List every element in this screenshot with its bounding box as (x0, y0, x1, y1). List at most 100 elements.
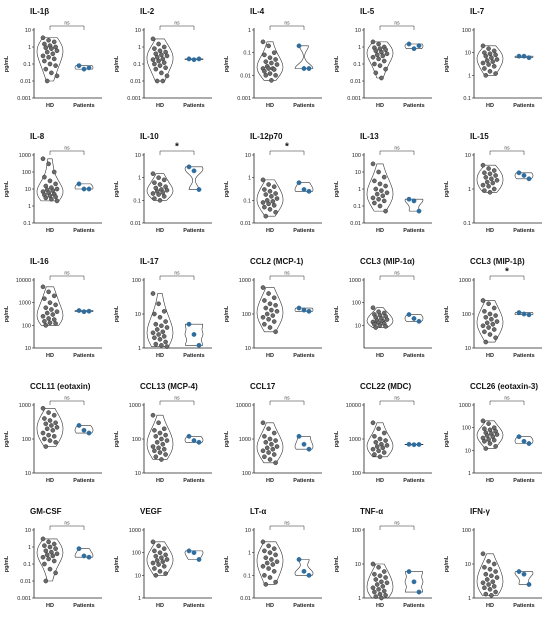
hd-data-point (156, 332, 161, 337)
hd-data-point (494, 575, 500, 580)
y-tick-label: 100 (352, 528, 361, 534)
y-tick-label: 0.1 (133, 62, 141, 68)
y-tick-label: 10 (245, 528, 251, 534)
hd-data-point (372, 589, 377, 595)
hd-data-point (381, 58, 387, 64)
hd-data-point (152, 566, 157, 571)
hd-data-point (271, 50, 277, 55)
hd-data-point (383, 183, 388, 189)
hd-data-point (267, 301, 273, 307)
hd-data-point (53, 439, 58, 445)
y-tick-label: 0.001 (127, 96, 141, 102)
hd-data-point (53, 194, 58, 200)
y-tick-label: 1000 (19, 403, 31, 409)
hd-data-point (164, 438, 170, 443)
x-tick-label: HD (156, 353, 164, 359)
hd-data-point (480, 182, 486, 188)
hd-data-point (370, 161, 376, 167)
y-tick-label: 10 (25, 187, 31, 193)
y-tick-label: 1000 (129, 403, 141, 409)
hd-data-point (153, 434, 159, 439)
chart-title: IL-13 (360, 132, 379, 141)
hd-data-point (156, 192, 161, 197)
patients-data-point (406, 41, 412, 47)
hd-data-point (157, 63, 163, 68)
chart-panel: IL-2 pg/mL 10 1 0.1 0.01 0.001 HD Patients ns (110, 4, 220, 129)
patients-data-point (191, 332, 197, 337)
hd-data-point (150, 57, 156, 62)
patients-data-point (516, 170, 522, 176)
patients-data-point (411, 46, 417, 52)
chart-title: IFN-γ (470, 507, 491, 516)
hd-data-point (384, 580, 390, 586)
x-tick-label: HD (376, 103, 384, 109)
y-axis-label: pg/mL (444, 180, 450, 197)
chart-title: IL-17 (140, 257, 159, 266)
significance-label: ns (284, 521, 290, 527)
y-tick-label: 1 (138, 45, 141, 51)
y-tick-label: 0.01 (130, 221, 141, 227)
hd-data-point (270, 446, 276, 452)
y-tick-label: 1 (28, 204, 31, 210)
y-tick-label: 1000 (239, 437, 251, 443)
significance-label: ns (284, 21, 290, 27)
hd-data-point (159, 70, 164, 76)
chart-svg: IL-17 pg/mL 100 10 1 HD Patients ns (114, 257, 212, 359)
y-tick-label: 100 (462, 426, 471, 432)
hd-data-point (46, 37, 51, 43)
chart-title: CCL11 (eotaxin) (30, 382, 91, 391)
hd-data-point (47, 320, 53, 326)
hd-data-point (46, 289, 51, 295)
hd-data-point (46, 54, 51, 60)
x-tick-label: HD (46, 478, 54, 484)
patients-data-point (191, 438, 197, 443)
hd-data-point (47, 61, 53, 67)
hd-data-point (267, 436, 273, 442)
chart-svg: VEGF pg/mL 1000 100 10 1 HD Patients (114, 507, 212, 609)
hd-data-point (40, 405, 46, 411)
x-tick-label: Patients (293, 353, 314, 359)
hd-data-point (487, 332, 493, 337)
chart-title: CCL2 (MCP-1) (250, 257, 304, 266)
hd-data-point (379, 49, 384, 55)
hd-data-point (487, 587, 493, 592)
hd-data-point (491, 64, 497, 69)
chart-title: LT-α (250, 507, 266, 516)
hd-data-point (494, 178, 500, 183)
hd-data-point (381, 198, 387, 204)
hd-data-point (161, 60, 167, 65)
hd-data-point (40, 53, 46, 59)
hd-data-point (150, 191, 156, 196)
hd-data-point (159, 343, 164, 348)
hd-data-point (384, 190, 390, 196)
hd-data-point (381, 569, 387, 574)
hd-data-point (266, 316, 271, 322)
hd-data-point (270, 313, 276, 318)
chart-svg: IL-7 pg/mL 100 10 1 0.1 HD Patients (444, 7, 542, 109)
hd-data-point (380, 193, 386, 199)
chart-svg: IL-10 pg/mL 10 1 0.1 0.01 HD Patients * (114, 132, 212, 234)
hd-data-point (383, 324, 388, 329)
hd-data-point (159, 323, 164, 329)
hd-data-point (43, 195, 49, 201)
y-tick-label: 0.01 (130, 79, 141, 85)
y-tick-label: 1000 (459, 403, 471, 409)
significance-label: ns (394, 21, 400, 27)
hd-data-point (51, 169, 57, 175)
hd-data-point (51, 293, 57, 299)
hd-data-point (484, 320, 490, 326)
patients-data-point (306, 572, 312, 578)
significance-label: ns (64, 521, 70, 527)
hd-data-point (153, 553, 159, 559)
hd-data-point (383, 66, 388, 72)
hd-data-point (271, 295, 277, 301)
hd-data-point (384, 317, 390, 322)
hd-data-point (42, 561, 47, 567)
y-tick-label: 10 (25, 346, 31, 352)
hd-data-point (372, 434, 377, 439)
chart-svg: IL-12p70 pg/mL 10 1 0.1 0.01 HD Patients * (224, 132, 322, 234)
patients-data-point (526, 176, 532, 182)
y-axis-label: pg/mL (4, 180, 10, 197)
patients-data-point (191, 550, 197, 556)
y-axis-label: pg/mL (444, 555, 450, 572)
